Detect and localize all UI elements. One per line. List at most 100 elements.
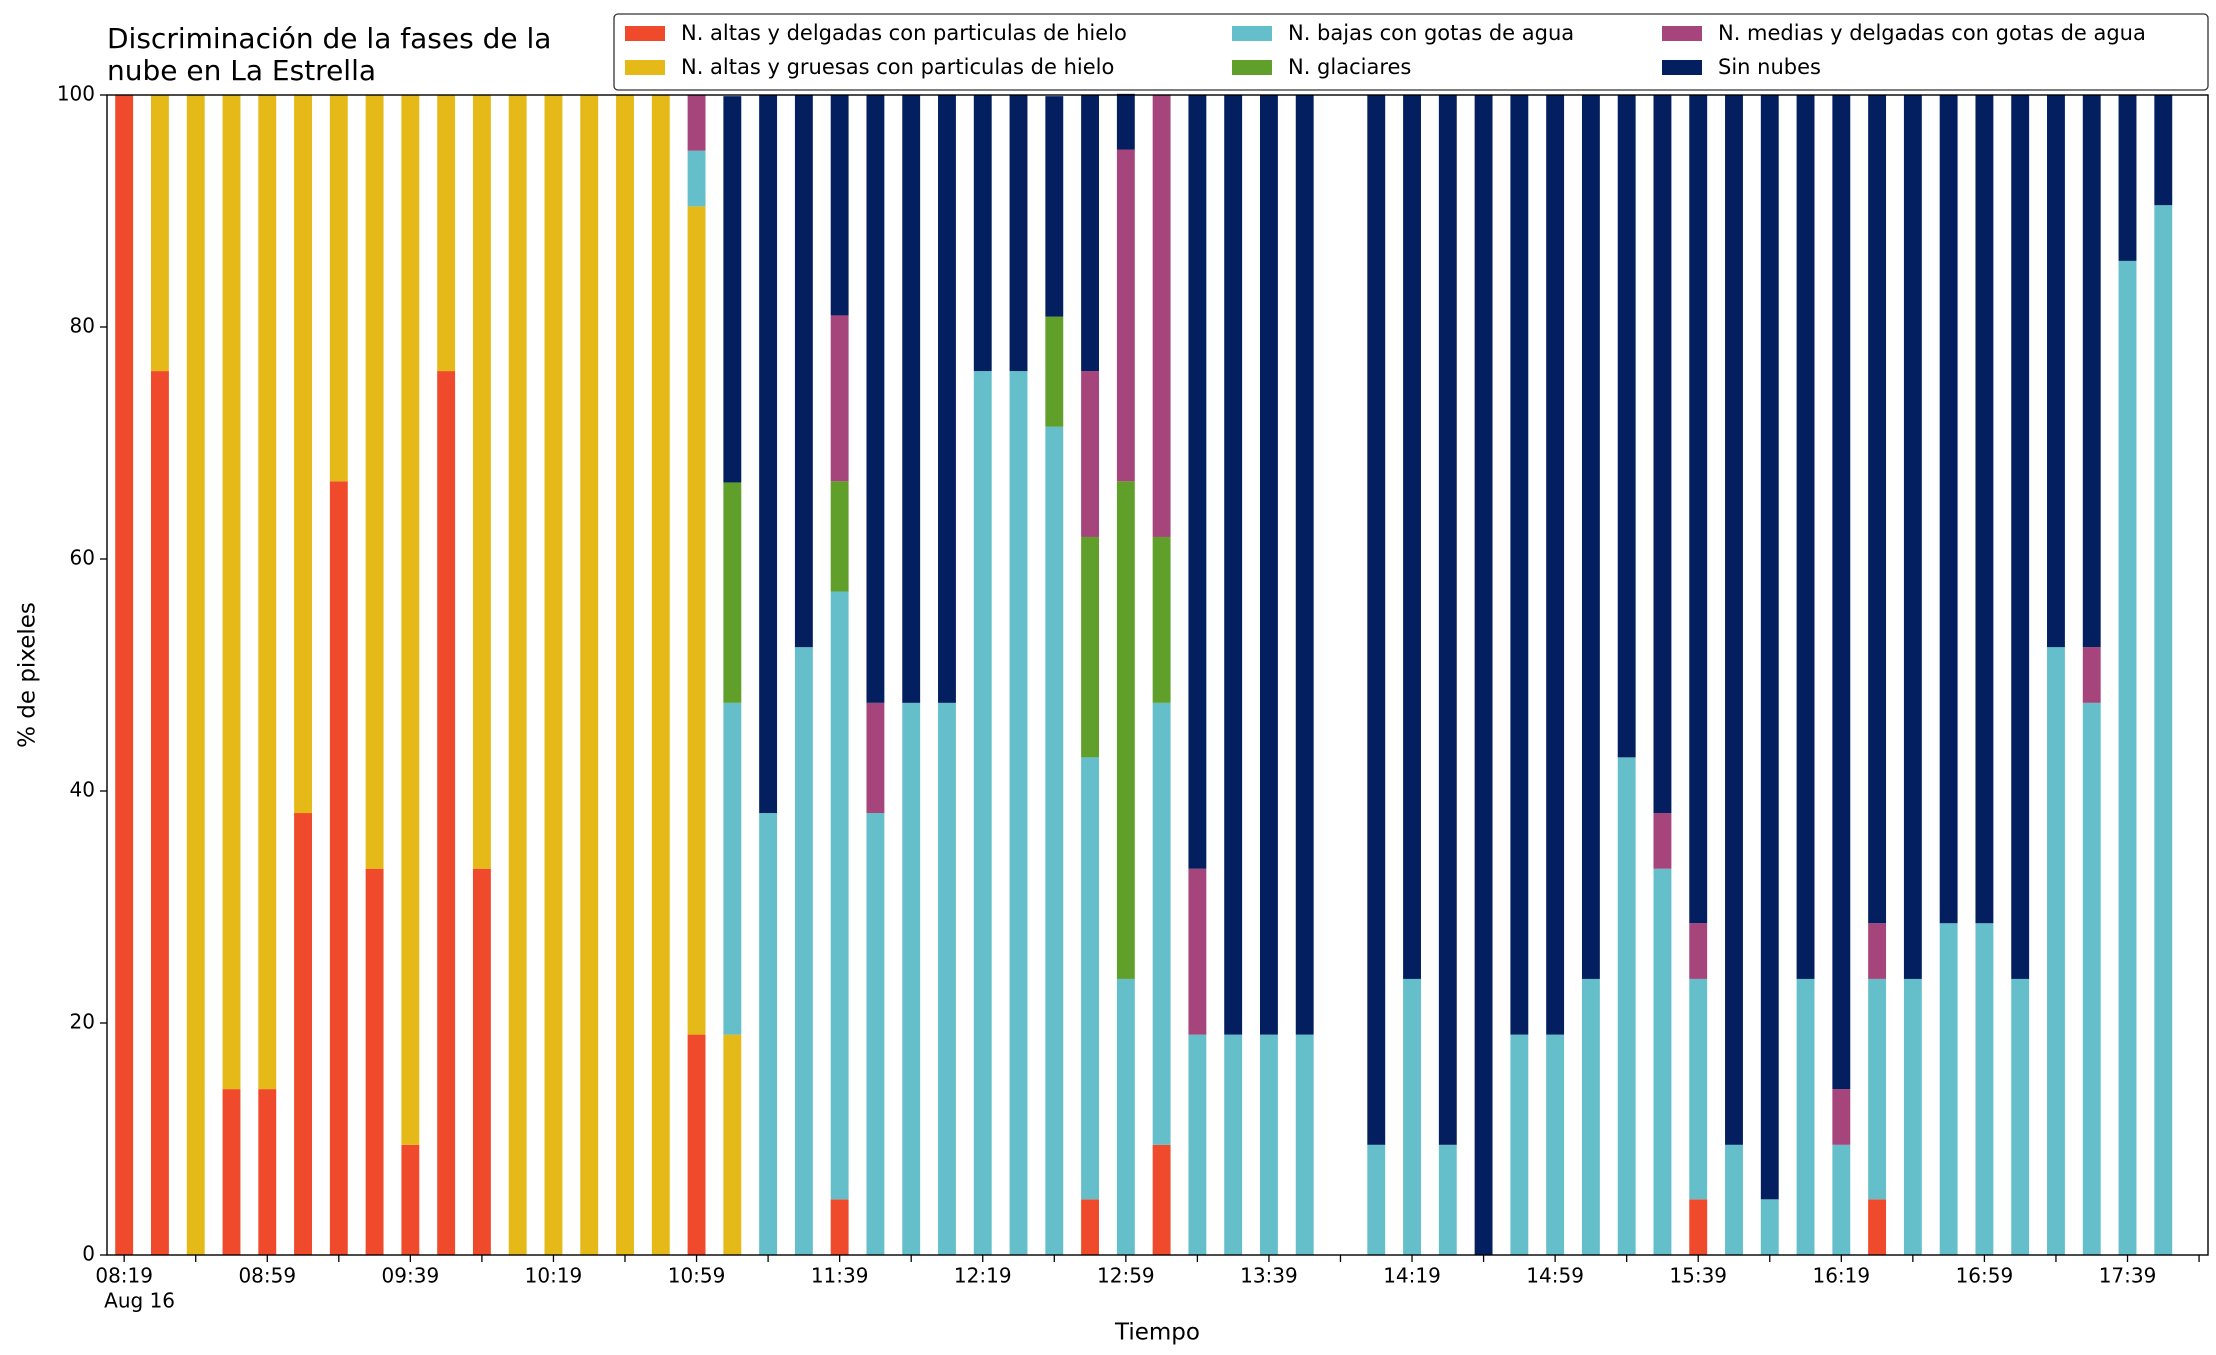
bar-segment [902, 702, 921, 1255]
bar-segment [186, 95, 205, 1255]
legend-swatch [1662, 26, 1702, 41]
bar-segment [687, 95, 706, 151]
bar-segment [2154, 205, 2173, 1256]
bar-segment [1581, 978, 1600, 1255]
bar-segment [1438, 1144, 1457, 1255]
bar-segment [437, 95, 456, 372]
bar-segment [151, 371, 169, 1256]
bar-segment [1152, 536, 1171, 703]
x-tick-label: 15:39 [1669, 1264, 1727, 1288]
bar-segment [472, 868, 491, 1255]
bar-segment [1295, 95, 1314, 1035]
x-tick-label: 14:59 [1526, 1264, 1584, 1288]
bar-segment [1617, 95, 1636, 758]
bar-segment [1188, 95, 1207, 869]
bar-segment [2047, 95, 2065, 648]
x-tick-label: 16:59 [1956, 1264, 2014, 1288]
bar-segment [294, 813, 312, 1255]
bar-segment [723, 96, 742, 483]
legend-label: N. bajas con gotas de agua [1288, 21, 1574, 45]
bar-segment [544, 95, 563, 1255]
x-sublabel: Aug 16 [104, 1289, 175, 1313]
bar-segment [1939, 923, 1958, 1255]
bar-segment [1725, 95, 1743, 1145]
bar-segment [2118, 95, 2137, 261]
bar-segment [1760, 95, 1779, 1200]
x-tick-label: 08:19 [95, 1264, 153, 1288]
bar-segment [1224, 1034, 1243, 1255]
x-tick-label: 12:19 [954, 1264, 1012, 1288]
legend-label: N. glaciares [1288, 55, 1411, 79]
bar-segment [830, 1199, 849, 1255]
bar-segment [401, 1144, 420, 1255]
bar-segment [1259, 95, 1278, 1035]
legend-box [613, 13, 2209, 91]
bar-segment [1188, 1034, 1207, 1255]
bar-segment [258, 1089, 277, 1255]
bar-segment [1081, 757, 1100, 1200]
bar-segment [1546, 95, 1565, 1035]
bar-segment [1939, 95, 1958, 924]
legend-swatch [1232, 60, 1272, 75]
bar-segment [222, 1089, 241, 1255]
legend-label: N. medias y delgadas con gotas de agua [1718, 21, 2146, 45]
bar-segment [1081, 1199, 1100, 1255]
bar-segment [1796, 978, 1815, 1255]
bar-segment [329, 95, 348, 482]
bar-segment [1689, 1199, 1708, 1255]
bar-segment [222, 95, 241, 1090]
bar-segment [1510, 95, 1529, 1035]
bar-segment [1116, 149, 1135, 482]
bar-segment [1725, 1144, 1743, 1255]
bar-segment [866, 95, 885, 703]
bar-segment [1367, 95, 1386, 1145]
bar-segment [1653, 868, 1672, 1255]
bar-segment [508, 95, 527, 1255]
bar-segment [401, 95, 420, 1145]
x-tick-label: 13:39 [1240, 1264, 1298, 1288]
bar-segment [2082, 95, 2101, 648]
bar-segment [1152, 702, 1171, 1145]
bar-segment [687, 206, 706, 1035]
bar-segment [1009, 95, 1028, 372]
bar-segment [830, 95, 849, 316]
bar-segment [1510, 1034, 1529, 1255]
bar-segment [115, 95, 134, 1255]
bar-segment [365, 868, 384, 1255]
x-tick-label: 10:19 [525, 1264, 583, 1288]
legend-swatch [625, 60, 665, 75]
x-tick-label: 10:59 [668, 1264, 726, 1288]
y-tick-label: 60 [70, 546, 95, 570]
bar-segment [1653, 95, 1672, 814]
bar-segment [973, 371, 992, 1256]
bar-segment [1116, 481, 1135, 979]
bar-segment [759, 813, 778, 1255]
bar-segment [151, 95, 169, 372]
x-tick-label: 08:59 [238, 1264, 296, 1288]
bar-segment [580, 95, 599, 1255]
bar-segment [258, 95, 277, 1090]
bar-segment [830, 591, 849, 1200]
bar-segment [1546, 1034, 1565, 1255]
bar-segment [616, 95, 634, 1255]
bar-segment [294, 95, 312, 814]
bar-segment [1152, 95, 1171, 537]
bar-segment [723, 1034, 742, 1255]
bar-segment [1832, 1089, 1851, 1145]
bar-segment [1832, 95, 1851, 1090]
bar-segment [1868, 923, 1887, 979]
legend-label: N. altas y gruesas con particulas de hie… [681, 55, 1114, 79]
bar-segment [2011, 978, 2030, 1255]
bar-segment [1259, 1034, 1278, 1255]
bar-segment [1760, 1199, 1779, 1255]
legend-swatch [625, 26, 665, 41]
bar-segment [794, 95, 813, 648]
bar-segment [472, 95, 491, 869]
bar-segment [830, 481, 849, 592]
legend-label: Sin nubes [1718, 55, 1821, 79]
bar-segment [1009, 371, 1028, 1256]
bar-segment [723, 482, 742, 703]
bar-segment [687, 1034, 706, 1255]
bar-segment [1689, 923, 1708, 979]
